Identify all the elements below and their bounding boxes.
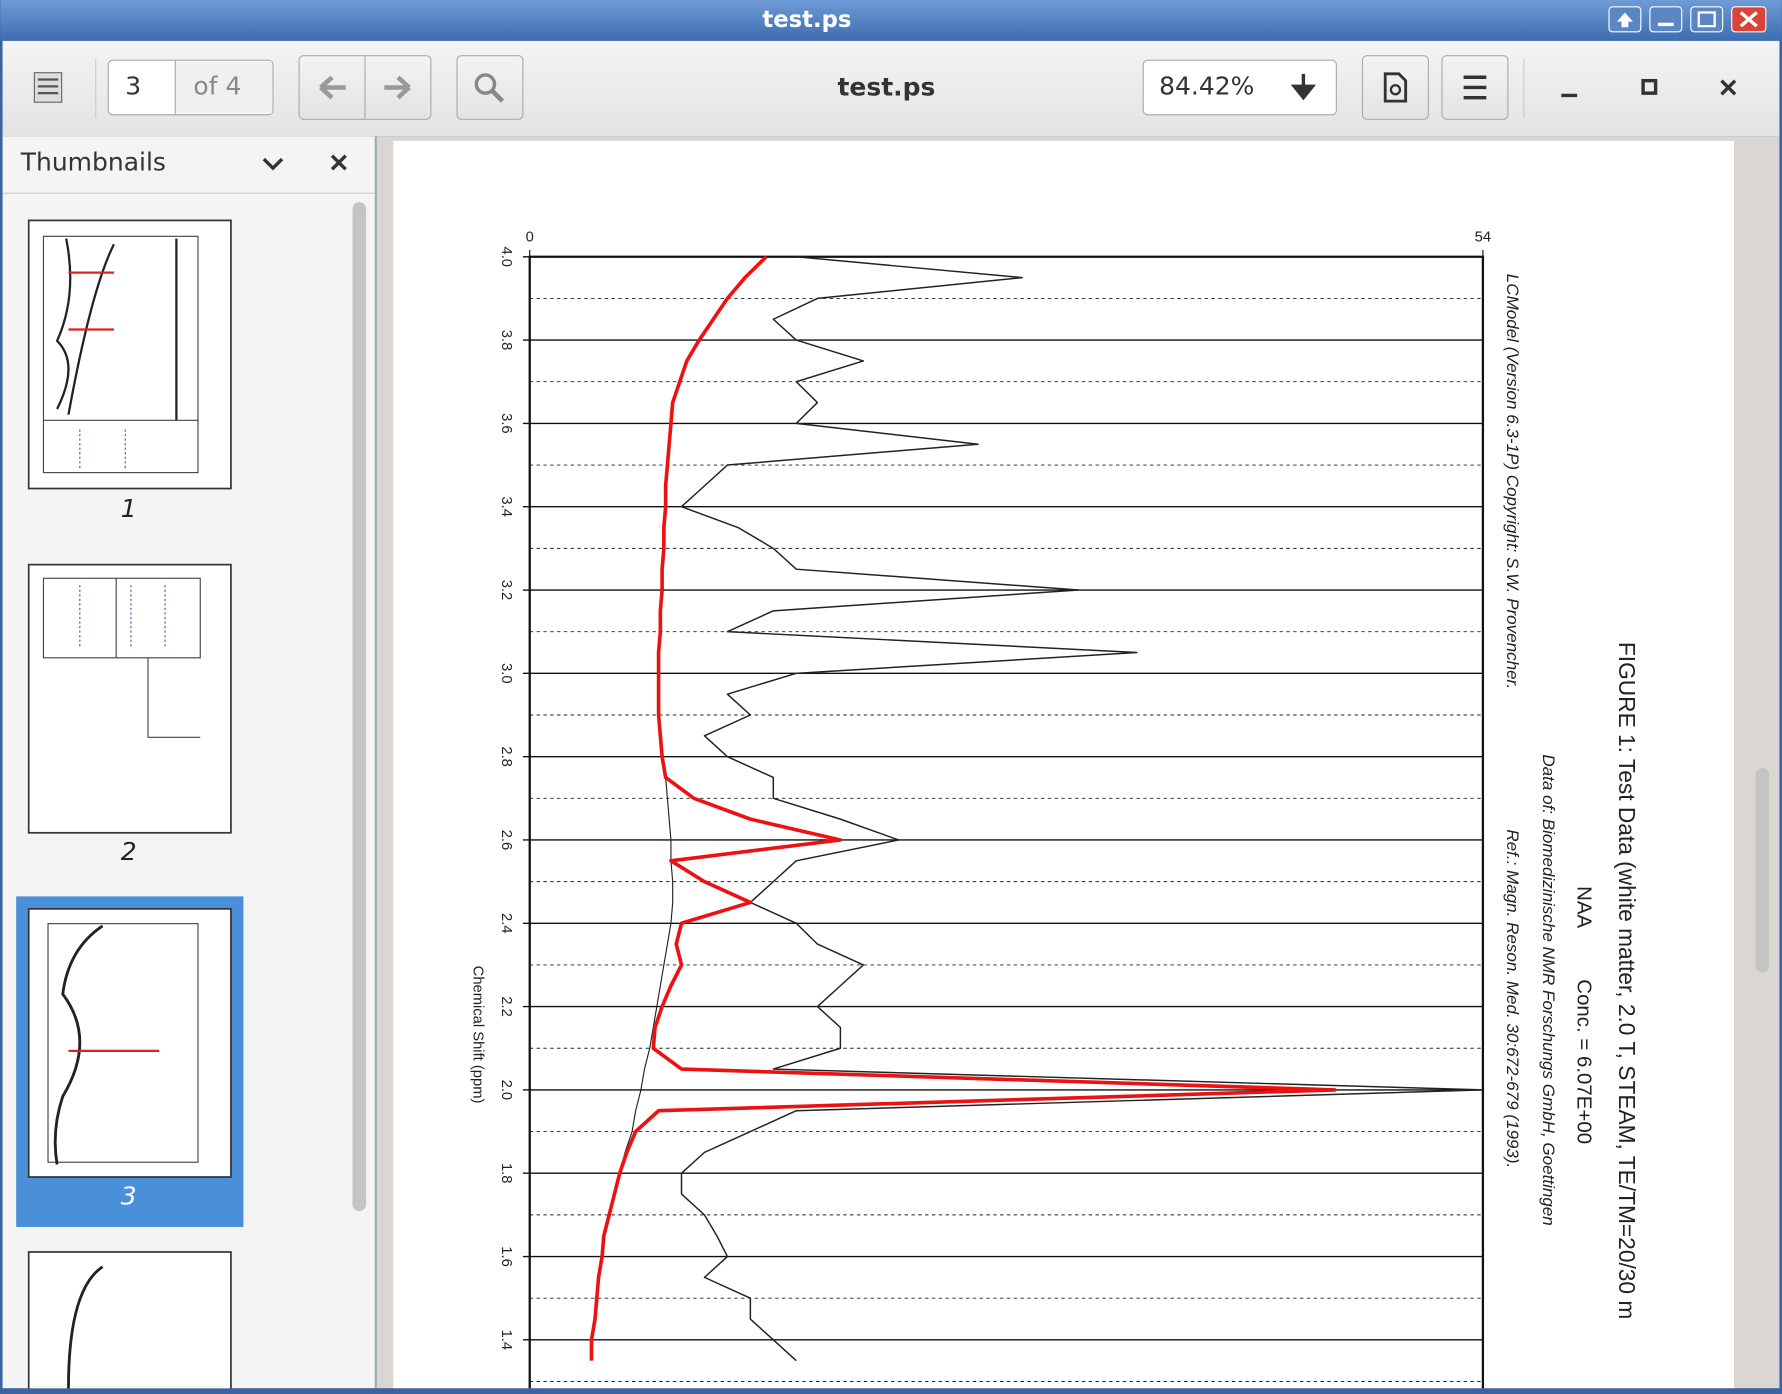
x-tick-label: 4.0 <box>498 247 514 268</box>
x-tick-label: 2.6 <box>498 830 514 851</box>
x-tick-label: 1.6 <box>498 1246 514 1267</box>
maximize[interactable] <box>1641 78 1658 95</box>
thumbnail[interactable] <box>27 908 232 1178</box>
thumbnail[interactable] <box>27 1251 232 1394</box>
search-button[interactable] <box>456 55 524 120</box>
x-tick-label: 1.4 <box>498 1330 514 1351</box>
reference: Ref.: Magn. Reson. Med. 30:672-679 (1993… <box>1503 829 1522 1168</box>
x-axis-label: Chemical Shift (ppm) <box>470 966 486 1104</box>
concentration: Conc. = 6.07E+00 <box>1572 979 1595 1144</box>
metabolite: NAA <box>1572 886 1595 928</box>
thumbnail[interactable] <box>27 563 232 834</box>
spectrum-line <box>680 256 1484 1362</box>
window-controls <box>1608 6 1767 33</box>
y-tick-label: 54 <box>1475 229 1491 245</box>
window-frame <box>0 1388 1782 1394</box>
sidebar-scrollbar[interactable] <box>352 202 367 1212</box>
page-number[interactable]: 3 <box>125 71 141 100</box>
sidebar-title: Thumbnails <box>20 148 166 177</box>
page-count: of 4 <box>193 71 241 100</box>
view-scrollbar[interactable] <box>1755 768 1770 973</box>
spectrum-line <box>589 255 1337 1361</box>
title-bar <box>0 0 1782 41</box>
thumbnail-label: 3 <box>121 1181 137 1210</box>
minimize-button[interactable] <box>1649 6 1683 33</box>
sidebar-toggle[interactable] <box>33 72 63 103</box>
x-tick-label: 3.6 <box>498 413 514 434</box>
sidebar-close[interactable] <box>330 154 347 171</box>
page-count-box <box>175 61 272 114</box>
thumbnail[interactable] <box>27 219 232 490</box>
figure-title: FIGURE 1: Test Data (white matter, 2.0 T… <box>1614 642 1640 1319</box>
x-tick-label: 2.0 <box>498 1080 514 1101</box>
thumbnail-label: 2 <box>121 837 137 866</box>
previous-page[interactable] <box>319 75 346 100</box>
zoom-box[interactable] <box>1142 59 1337 116</box>
thumbnail-label: 1 <box>121 494 137 523</box>
x-tick-label: 3.4 <box>498 496 514 517</box>
zoom-level[interactable]: 84.42% <box>1159 71 1254 100</box>
x-tick-label: 2.2 <box>498 996 514 1017</box>
close[interactable] <box>1720 79 1737 96</box>
data-source: Data of: Biomedizinische NMR Forschungs … <box>1539 754 1558 1225</box>
maximize-button[interactable] <box>1690 6 1724 33</box>
document-title: test.ps <box>837 73 935 102</box>
x-tick-label: 3.0 <box>498 663 514 684</box>
x-tick-label: 3.8 <box>498 330 514 351</box>
x-tick-label: 2.4 <box>498 913 514 934</box>
window-title: test.ps <box>762 7 851 33</box>
copyright: LCModel (Version 6.3-1P) Copyright: S.W.… <box>1503 274 1522 690</box>
sidebar-mode[interactable] <box>262 157 284 171</box>
document-page <box>393 140 1734 1389</box>
plot-frame <box>528 255 1485 1389</box>
x-tick-label: 2.8 <box>498 746 514 767</box>
y-tick-label: 0 <box>526 229 534 245</box>
annotate-button[interactable] <box>1361 55 1429 120</box>
x-tick-label: 1.8 <box>498 1163 514 1184</box>
spectrum-plot: FIGURE 1: Test Data (white matter, 2.0 T… <box>470 229 1640 1389</box>
x-tick-label: 3.2 <box>498 580 514 601</box>
next-page[interactable] <box>384 75 411 100</box>
